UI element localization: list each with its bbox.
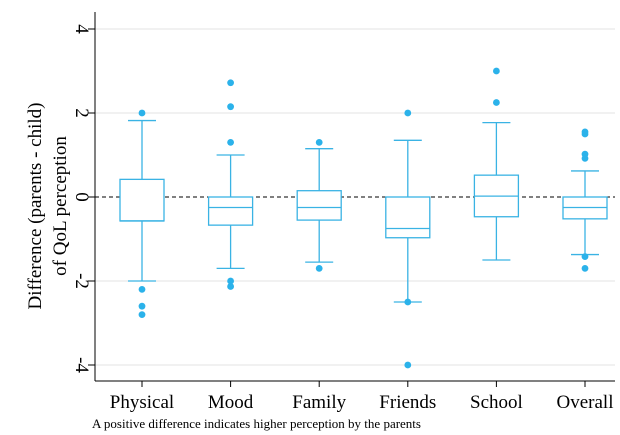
y-tick-label: -4 [71, 357, 92, 373]
outlier-point [581, 154, 589, 162]
iqr-box [296, 190, 342, 221]
box-group-mood [207, 79, 254, 290]
outlier-point [493, 67, 500, 75]
outlier-point [581, 265, 589, 272]
y-tick-label: 4 [71, 24, 92, 34]
outlier-point [315, 265, 323, 272]
outlier-point [227, 103, 235, 111]
outlier-point [227, 139, 235, 146]
y-tick-label: -2 [71, 273, 92, 289]
y-tick-label: 2 [71, 108, 92, 118]
outlier-point [315, 139, 323, 146]
outlier-point [138, 311, 146, 318]
chart-footnote: A positive difference indicates higher p… [92, 416, 421, 431]
x-tick-label: Family [292, 392, 346, 413]
box-group-school [473, 67, 520, 261]
x-tick-label: Mood [208, 392, 254, 413]
outlier-point [227, 277, 235, 285]
outlier-point [581, 130, 589, 138]
y-axis-label-line1: Difference (parents - child) [25, 103, 46, 310]
box-group-family [296, 139, 342, 272]
outlier-point [138, 109, 146, 117]
x-tick-label: Overall [557, 392, 614, 413]
outlier-point [227, 79, 235, 87]
outlier-point [138, 302, 146, 310]
x-ticks: Physical Mood Family Friends School Overall [110, 381, 614, 413]
x-tick-label: Physical [110, 392, 174, 413]
gridlines [95, 28, 615, 366]
outlier-point [404, 298, 412, 306]
outlier-point [227, 283, 235, 290]
box-group-physical [119, 109, 165, 318]
iqr-box [207, 196, 254, 226]
iqr-box [119, 178, 165, 222]
outlier-point [404, 109, 412, 117]
box-group-overall [562, 128, 608, 272]
iqr-box [385, 196, 431, 239]
outlier-point [493, 99, 500, 106]
y-axis-label-line2: of QoL perception [50, 136, 71, 276]
x-tick-label: School [470, 392, 523, 413]
box-group-friends [385, 109, 431, 369]
y-ticks: 4 2 0 -2 -4 [71, 24, 95, 373]
outlier-point [404, 361, 412, 369]
outlier-point [138, 286, 146, 293]
y-tick-label: 0 [71, 192, 92, 202]
boxes [119, 67, 608, 369]
outlier-point [581, 253, 589, 261]
x-tick-label: Friends [379, 392, 436, 413]
